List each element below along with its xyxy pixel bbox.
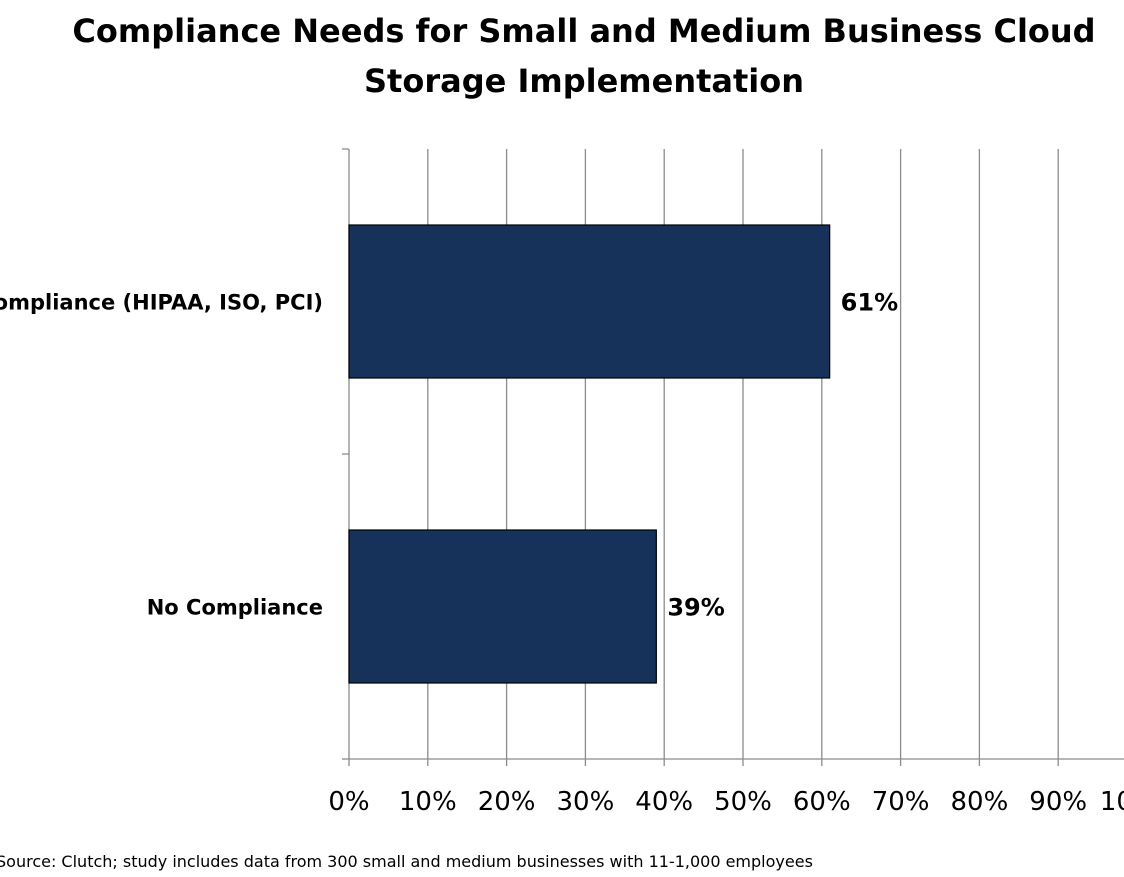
- x-tick-label: 50%: [714, 787, 772, 817]
- bar: [348, 529, 657, 684]
- chart-title-line-2: Storage Implementation: [363, 62, 805, 100]
- x-tick-label: 70%: [872, 787, 930, 817]
- category-label: No Compliance: [147, 596, 323, 620]
- chart-title-line-1: Compliance Needs for Small and Medium Bu…: [72, 12, 1096, 50]
- x-tick-label: 80%: [951, 787, 1009, 817]
- data-label: 39%: [667, 594, 724, 622]
- x-tick-label: 30%: [557, 787, 615, 817]
- x-tick-label: 90%: [1029, 787, 1087, 817]
- bar: [348, 224, 831, 379]
- x-tick-label: 100%: [1100, 787, 1124, 817]
- source-note: Source: Clutch; study includes data from…: [0, 852, 813, 871]
- x-tick-label: 60%: [793, 787, 851, 817]
- x-tick-label: 20%: [478, 787, 536, 817]
- x-tick-label: 40%: [635, 787, 693, 817]
- data-label: 61%: [841, 289, 898, 317]
- chart-title: Compliance Needs for Small and Medium Bu…: [0, 6, 1124, 106]
- x-tick-label: 10%: [399, 787, 457, 817]
- category-label: Compliance (HIPAA, ISO, PCI): [0, 291, 323, 315]
- x-tick-label: 0%: [328, 787, 369, 817]
